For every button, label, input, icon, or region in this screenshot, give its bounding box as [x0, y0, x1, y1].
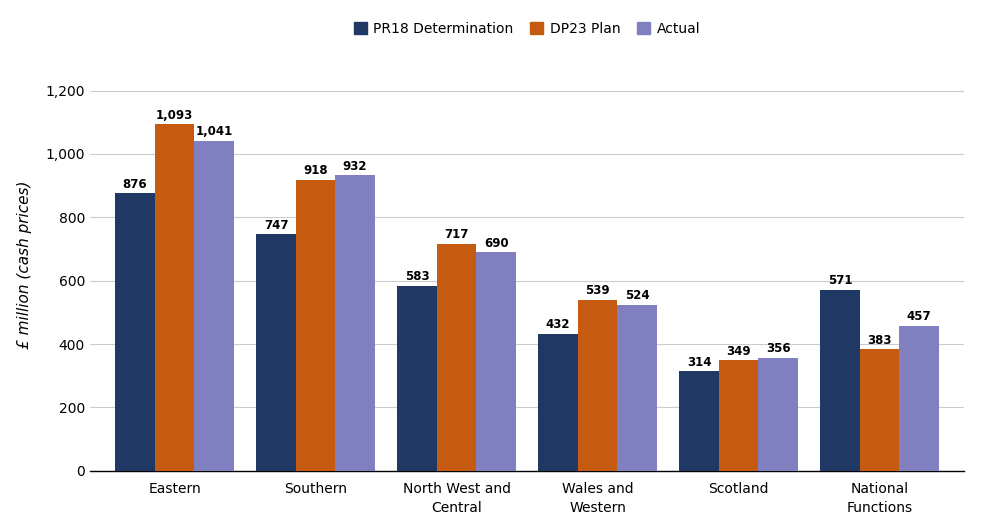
- Text: 349: 349: [726, 345, 751, 358]
- Text: 876: 876: [123, 178, 147, 190]
- Bar: [116, 193, 155, 471]
- Bar: [256, 234, 296, 471]
- Bar: [336, 176, 375, 471]
- Bar: [900, 326, 939, 471]
- Bar: [477, 252, 516, 471]
- Bar: [194, 141, 233, 471]
- Text: 524: 524: [625, 289, 649, 302]
- Bar: [758, 358, 798, 471]
- Legend: PR18 Determination, DP23 Plan, Actual: PR18 Determination, DP23 Plan, Actual: [348, 16, 705, 41]
- Bar: [155, 124, 194, 471]
- Text: 1,041: 1,041: [195, 126, 232, 138]
- Bar: [437, 244, 477, 471]
- Bar: [719, 360, 758, 471]
- Text: 571: 571: [828, 275, 852, 287]
- Text: 383: 383: [867, 334, 892, 347]
- Bar: [578, 300, 617, 471]
- Text: 1,093: 1,093: [156, 109, 193, 122]
- Text: 314: 314: [687, 356, 711, 369]
- Text: 932: 932: [342, 160, 367, 173]
- Text: 747: 747: [264, 219, 288, 231]
- Y-axis label: £ million (cash prices): £ million (cash prices): [17, 180, 31, 349]
- Bar: [860, 350, 900, 471]
- Bar: [617, 305, 657, 471]
- Text: 690: 690: [484, 237, 508, 250]
- Bar: [296, 180, 336, 471]
- Bar: [539, 334, 578, 471]
- Bar: [397, 286, 437, 471]
- Bar: [680, 371, 719, 471]
- Text: 918: 918: [303, 164, 328, 177]
- Bar: [820, 290, 860, 471]
- Text: 717: 717: [444, 228, 469, 241]
- Text: 457: 457: [906, 310, 932, 323]
- Text: 356: 356: [766, 343, 791, 355]
- Text: 539: 539: [586, 285, 610, 297]
- Text: 583: 583: [405, 270, 430, 284]
- Text: 432: 432: [545, 318, 570, 331]
